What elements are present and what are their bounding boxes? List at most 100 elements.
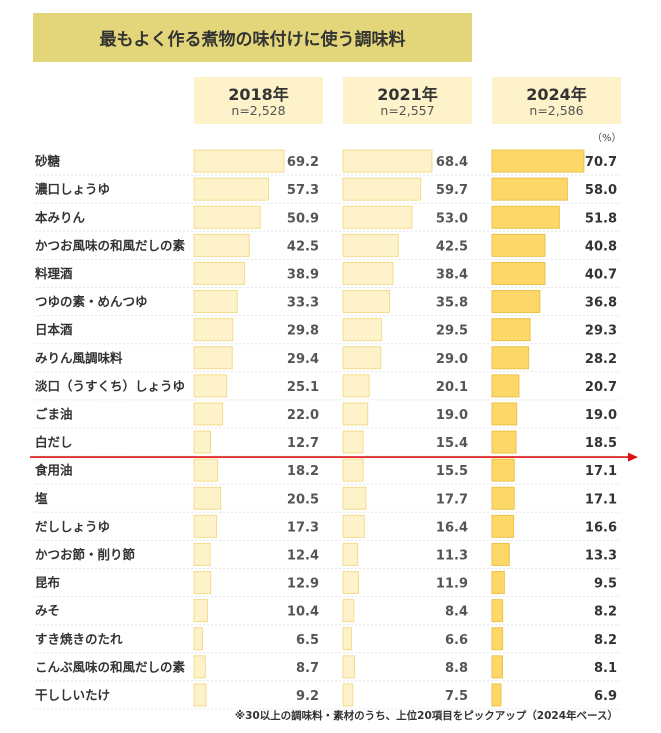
category-label: 濃口しょうゆ <box>35 182 110 197</box>
bar <box>491 542 510 566</box>
bar <box>491 149 585 173</box>
bar <box>491 599 504 623</box>
bar <box>491 374 520 398</box>
data-label: 16.4 <box>436 520 468 535</box>
column-year: 2024年 <box>526 85 587 104</box>
category-label: みりん風調味料 <box>35 350 123 365</box>
bar <box>193 233 250 257</box>
bar <box>342 149 433 173</box>
data-label: 58.0 <box>585 183 617 198</box>
bar <box>491 458 515 482</box>
bar <box>193 458 219 482</box>
bar <box>193 149 285 173</box>
column-year: 2018年 <box>228 85 289 104</box>
data-label: 69.2 <box>287 155 319 170</box>
column-header-2024: 2024年 n=2,586 <box>492 77 621 124</box>
category-label: だししょうゆ <box>35 519 110 534</box>
bar <box>193 655 206 679</box>
bar <box>193 542 211 566</box>
bar <box>342 430 364 454</box>
bar <box>193 318 234 342</box>
data-label: 17.1 <box>585 464 617 479</box>
data-label: 12.9 <box>287 577 319 592</box>
data-label: 68.4 <box>436 155 468 170</box>
column-header-2021: 2021年 n=2,557 <box>343 77 472 124</box>
data-label: 8.2 <box>594 605 617 620</box>
bar <box>491 177 568 201</box>
data-label: 8.7 <box>296 661 319 676</box>
bar <box>193 374 228 398</box>
data-label: 8.4 <box>445 605 468 620</box>
bar <box>342 599 355 623</box>
data-label: 12.7 <box>287 436 319 451</box>
bar <box>193 430 212 454</box>
data-label: 9.2 <box>296 689 319 704</box>
data-label: 22.0 <box>287 408 319 423</box>
data-label: 9.5 <box>594 577 617 592</box>
data-label: 17.7 <box>436 492 468 507</box>
data-label: 6.6 <box>445 633 468 648</box>
data-label: 8.1 <box>594 661 617 676</box>
column-sample-size: n=2,528 <box>231 103 286 118</box>
data-label: 33.3 <box>287 296 319 311</box>
bar <box>491 233 546 257</box>
data-label: 15.5 <box>436 464 468 479</box>
category-label: つゆの素・めんつゆ <box>35 294 148 309</box>
data-label: 18.5 <box>585 436 617 451</box>
category-label: こんぶ風味の和風だしの素 <box>35 659 186 674</box>
bar <box>342 402 369 426</box>
data-label: 20.1 <box>436 380 468 395</box>
category-label: 塩 <box>35 491 48 506</box>
data-label: 38.9 <box>287 267 319 282</box>
bar <box>193 571 212 595</box>
bar <box>342 486 367 510</box>
bar <box>193 402 224 426</box>
bar <box>193 683 207 707</box>
data-label: 29.8 <box>287 324 319 339</box>
bar <box>342 514 365 538</box>
chart-title: 最もよく作る煮物の味付けに使う調味料 <box>99 30 406 50</box>
bar <box>342 542 359 566</box>
bar <box>342 233 399 257</box>
bar <box>491 571 505 595</box>
category-label: 干ししいたけ <box>35 687 110 702</box>
bar <box>491 683 502 707</box>
data-label: 35.8 <box>436 296 468 311</box>
bar <box>193 346 233 370</box>
data-label: 53.0 <box>436 211 468 226</box>
bar <box>342 571 359 595</box>
bar <box>193 599 209 623</box>
data-label: 16.6 <box>585 520 617 535</box>
bar <box>491 290 541 314</box>
unit-label: （%） <box>592 133 622 144</box>
category-label: 白だし <box>35 435 73 450</box>
bar <box>342 627 353 651</box>
data-label: 42.5 <box>287 239 319 254</box>
bar <box>491 486 515 510</box>
category-label: みそ <box>35 603 60 618</box>
bar <box>342 683 354 707</box>
footnote: ※30以上の調味料・素材のうち、上位20項目をピックアップ（2024年ベース） <box>234 710 618 722</box>
bar <box>342 655 355 679</box>
bar <box>193 261 246 285</box>
category-label: 淡口（うすくち）しょうゆ <box>35 378 185 393</box>
bar <box>491 655 504 679</box>
data-label: 8.2 <box>594 633 617 648</box>
column-sample-size: n=2,586 <box>529 103 584 118</box>
data-label: 20.7 <box>585 380 617 395</box>
bar <box>491 402 518 426</box>
data-label: 36.8 <box>585 296 617 311</box>
data-label: 51.8 <box>585 211 617 226</box>
bar <box>193 627 203 651</box>
data-label: 15.4 <box>436 436 468 451</box>
data-label: 29.5 <box>436 324 468 339</box>
chart-title-box: 最もよく作る煮物の味付けに使う調味料 <box>33 13 472 62</box>
bar <box>491 627 504 651</box>
bar <box>491 205 560 229</box>
category-label: 料理酒 <box>35 266 73 281</box>
data-label: 29.3 <box>585 324 617 339</box>
data-label: 17.1 <box>585 492 617 507</box>
bar <box>491 318 531 342</box>
bar <box>193 514 217 538</box>
category-label: 日本酒 <box>35 322 73 337</box>
